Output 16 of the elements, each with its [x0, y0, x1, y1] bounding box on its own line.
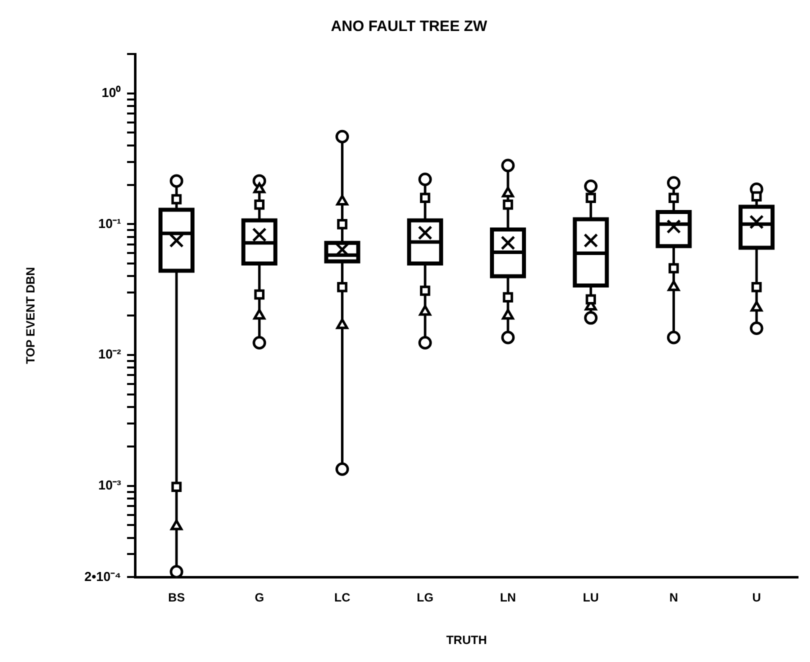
x-axis-title: TRUTH [446, 633, 487, 648]
x-tick-label: LG [416, 590, 434, 605]
y-tick-label: 10⁰ [102, 84, 122, 100]
x-tick-label: N [669, 590, 678, 605]
y-tick-label: 10⁻² [98, 346, 122, 362]
y-tick-label: 10⁻³ [98, 477, 122, 492]
x-tick-label: G [254, 590, 264, 605]
chart-title: ANO FAULT TREE ZW [330, 18, 488, 36]
y-axis-title: TOP EVENT DBN [24, 267, 38, 364]
y-tick-label: 10⁻¹ [98, 216, 122, 231]
y-tick-label: 2•10⁻⁴ [84, 568, 122, 584]
x-tick-label: U [752, 590, 761, 605]
x-tick-label: BS [168, 590, 185, 605]
x-tick-label: LN [500, 590, 516, 605]
x-tick-label: LU [582, 590, 599, 605]
x-tick-label: LC [334, 590, 351, 605]
